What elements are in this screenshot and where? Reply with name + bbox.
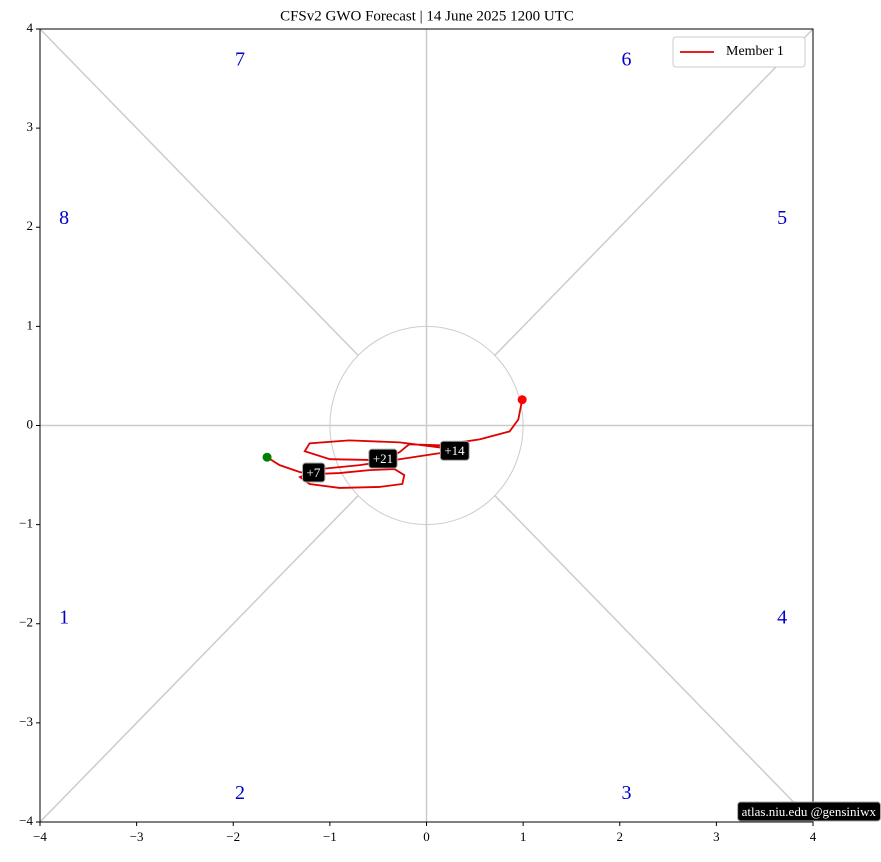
x-tick-label: 2 bbox=[617, 829, 624, 844]
end-marker bbox=[517, 395, 527, 405]
x-tick-label: 3 bbox=[713, 829, 720, 844]
phase-label: 7 bbox=[235, 48, 245, 70]
guide-line bbox=[39, 28, 359, 356]
y-tick-label: −1 bbox=[19, 516, 33, 531]
guide-line bbox=[39, 495, 359, 823]
annotation-text: +7 bbox=[307, 465, 321, 480]
y-tick-label: 4 bbox=[27, 20, 34, 35]
phase-label: 4 bbox=[777, 606, 787, 628]
y-tick-label: 3 bbox=[27, 119, 34, 134]
phase-label: 3 bbox=[622, 782, 632, 804]
annotation-text: +14 bbox=[444, 443, 465, 458]
annotation-text: +21 bbox=[373, 451, 393, 466]
watermark-text: atlas.niu.edu @gensiniwx bbox=[742, 804, 877, 819]
x-tick-label: 0 bbox=[423, 829, 430, 844]
chart-title: CFSv2 GWO Forecast | 14 June 2025 1200 U… bbox=[280, 8, 574, 24]
annotation: +7 bbox=[302, 462, 326, 483]
x-tick-label: 1 bbox=[520, 829, 527, 844]
guide-line bbox=[494, 28, 814, 356]
phase-label: 8 bbox=[59, 207, 69, 229]
annotation: +14 bbox=[439, 440, 470, 461]
unit-circle bbox=[329, 325, 524, 526]
annotation-box bbox=[439, 440, 470, 461]
x-tick-label: −4 bbox=[33, 829, 47, 844]
x-tick-label: −1 bbox=[323, 829, 337, 844]
legend-box bbox=[672, 36, 806, 68]
legend-label: Member 1 bbox=[726, 44, 784, 59]
x-tick-label: −3 bbox=[130, 829, 144, 844]
y-tick-label: 0 bbox=[27, 416, 34, 431]
start-marker bbox=[262, 452, 272, 462]
annotation-box bbox=[302, 462, 326, 483]
phase-label: 2 bbox=[235, 782, 245, 804]
y-tick-label: −4 bbox=[19, 813, 33, 828]
series-line bbox=[266, 399, 524, 489]
x-tick-label: −2 bbox=[226, 829, 240, 844]
y-tick-label: −3 bbox=[19, 714, 33, 729]
annotation: +21 bbox=[368, 448, 398, 469]
annotation-box bbox=[368, 448, 398, 469]
phase-label: 1 bbox=[59, 606, 69, 628]
guide-line bbox=[494, 495, 814, 823]
legend: Member 1 bbox=[672, 36, 806, 68]
watermark-box bbox=[737, 801, 881, 822]
y-tick-label: −2 bbox=[19, 615, 33, 630]
watermark: atlas.niu.edu @gensiniwx bbox=[737, 801, 881, 822]
y-tick-label: 2 bbox=[27, 218, 34, 233]
x-tick-label: 4 bbox=[810, 829, 817, 844]
y-tick-label: 1 bbox=[27, 317, 34, 332]
phase-label: 5 bbox=[777, 207, 787, 229]
phase-label: 6 bbox=[622, 48, 632, 70]
